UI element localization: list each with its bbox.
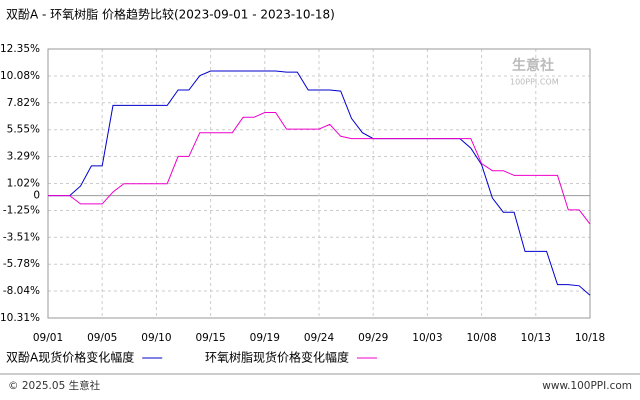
watermark-name: 生意社	[512, 57, 554, 74]
x-tick-label: 09/19	[250, 332, 280, 344]
x-tick-label: 09/01	[33, 332, 63, 344]
x-tick-label: 10/13	[521, 332, 551, 344]
y-tick-label: -5.78%	[3, 258, 40, 270]
legend-label: 环氧树脂现货价格变化幅度	[205, 350, 349, 365]
series-line	[48, 112, 591, 225]
x-tick-label: 09/29	[358, 332, 388, 344]
y-tick-label: 3.29%	[7, 151, 40, 163]
x-tick-label: 09/10	[141, 332, 171, 344]
y-tick-label: -8.04%	[3, 285, 40, 297]
y-tick-label: 5.55%	[7, 124, 40, 136]
x-tick-label: 09/05	[87, 332, 117, 344]
y-tick-label: 0	[33, 190, 40, 202]
y-tick-label: -3.51%	[3, 231, 40, 243]
legend-label: 双酚A现货价格变化幅度	[6, 350, 134, 365]
x-tick-label: 09/24	[304, 332, 335, 344]
plot-frame	[47, 48, 591, 319]
footer-right: www.100PPI.com	[542, 380, 632, 392]
x-tick-label: 10/18	[575, 332, 605, 344]
y-tick-label: 7.82%	[7, 97, 40, 109]
y-tick-label: -1.25%	[3, 204, 40, 216]
y-tick-label: 10.08%	[0, 70, 40, 82]
x-tick-label: 10/03	[412, 332, 442, 344]
footer-left: © 2025.05 生意社	[8, 379, 101, 392]
y-tick-label: -10.31%	[0, 312, 40, 324]
series-line	[48, 70, 591, 296]
x-tick-label: 09/15	[195, 332, 225, 344]
y-tick-label: 1.02%	[7, 178, 40, 190]
watermark-site: 100PPI.COM	[510, 78, 559, 87]
chart-title: 双酚A - 环氧树脂 价格趋势比较(2023-09-01 - 2023-10-1…	[6, 7, 335, 22]
x-tick-label: 10/08	[466, 332, 496, 344]
y-tick-label: 12.35%	[0, 43, 40, 55]
